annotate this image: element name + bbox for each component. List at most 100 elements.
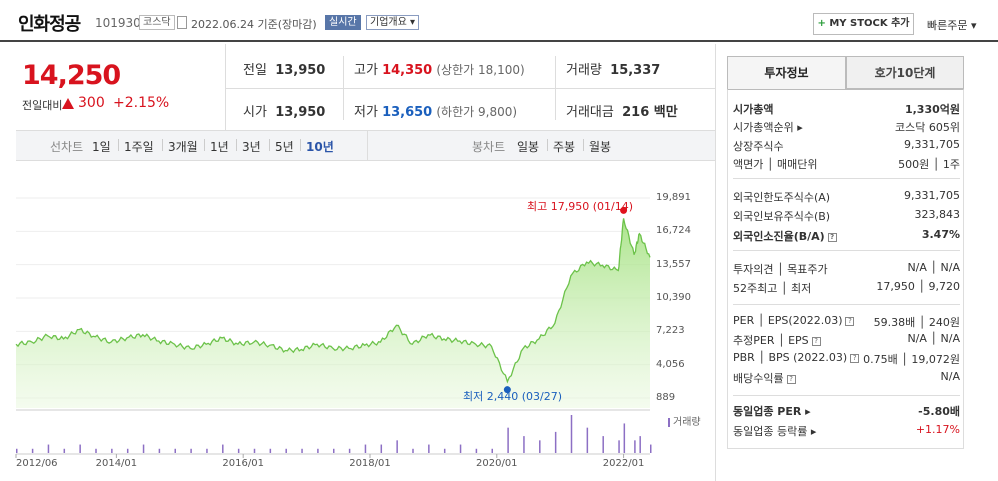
prev-close-value: 13,950 — [275, 63, 326, 78]
volume-bar — [586, 427, 589, 453]
tab-separator — [583, 139, 584, 151]
volume-bar — [31, 448, 34, 453]
divider — [733, 178, 960, 179]
price-area — [16, 218, 650, 408]
lower-limit: (하한가 9,800) — [436, 105, 518, 119]
upper-limit: (상한가 18,100) — [436, 63, 525, 77]
x-tick-label: 2020/01 — [476, 458, 518, 469]
divider — [733, 395, 960, 396]
y-tick-label: 889 — [656, 392, 676, 403]
low-label: 저가 — [354, 105, 378, 120]
info-key: 시가총액 — [733, 103, 774, 116]
period-tab-6[interactable]: 10년 — [306, 140, 334, 154]
info-value: 1,330억원 — [904, 103, 960, 116]
info-value: 59.38배 │ 240원 — [873, 316, 960, 329]
y-tick-label: 13,557 — [656, 258, 691, 270]
period-tab-0[interactable]: 1일 — [92, 140, 111, 154]
plus-icon: + — [817, 18, 826, 29]
volume-bar — [142, 444, 145, 453]
reference-date: 2022.06.24 기준(장마감) — [191, 18, 317, 31]
volume-bar — [174, 448, 176, 453]
volume-value: 15,337 — [610, 63, 661, 78]
info-key[interactable]: 동일업종 PER ▸ — [733, 405, 811, 418]
period-tab-2[interactable]: 3개월 — [168, 140, 198, 154]
tab-order-book[interactable]: 호가10단계 — [846, 56, 964, 89]
stock-code: 101930 — [95, 16, 141, 30]
volume-bar — [443, 448, 446, 453]
volume-bar — [634, 440, 636, 453]
info-key: 투자의견 │ 목표주가 — [733, 263, 828, 276]
mystock-label: MY STOCK 추가 — [829, 18, 910, 29]
quick-order-dropdown[interactable]: 빠른주문 ▾ — [927, 19, 977, 32]
open-value: 13,950 — [275, 105, 326, 120]
volume-legend: 거래량 — [668, 413, 701, 428]
prev-close-label: 전일 — [243, 63, 267, 78]
help-icon[interactable]: ? — [850, 353, 860, 363]
volume-bar — [301, 448, 303, 453]
info-key[interactable]: 동일업종 등락률 ▸ — [733, 425, 817, 438]
help-icon[interactable]: ? — [827, 232, 837, 242]
info-key: 액면가 │ 매매단위 — [733, 158, 818, 171]
mystock-add-button[interactable]: + MY STOCK 추가 — [813, 13, 914, 35]
candle-tab-0[interactable]: 일봉 — [517, 140, 540, 154]
min-label: 최저 2,440 (03/27) — [463, 390, 563, 403]
volume-bar — [348, 448, 351, 453]
volume-bar — [317, 448, 319, 453]
info-value: N/A │ N/A — [907, 332, 960, 345]
candle-tab-1[interactable]: 주봉 — [553, 140, 576, 154]
period-tab-4[interactable]: 3년 — [242, 140, 261, 154]
current-price: 14,250 — [22, 60, 121, 91]
period-tab-5[interactable]: 5년 — [275, 140, 294, 154]
period-tab-3[interactable]: 1년 — [210, 140, 229, 154]
help-icon[interactable]: ? — [811, 336, 821, 346]
price-change-pct: +2.15% — [113, 95, 170, 111]
x-tick-label: 2012/06 — [16, 458, 58, 469]
volume-bar — [491, 448, 493, 453]
stock-header — [0, 0, 998, 42]
info-key[interactable]: 시가총액순위 ▸ — [733, 121, 803, 134]
volume-bar — [63, 448, 66, 453]
info-value: 3.47% — [921, 228, 960, 241]
candle-tab-2[interactable]: 월봉 — [589, 140, 612, 154]
info-value: 9,331,705 — [904, 189, 960, 202]
volume-bar — [639, 436, 641, 453]
info-key: 외국인한도주식수(A) — [733, 191, 831, 204]
info-value: +1.17% — [915, 423, 960, 436]
tab-investment-info[interactable]: 투자정보 — [727, 56, 846, 89]
info-key: 추정PER │ EPS? — [733, 332, 821, 348]
realtime-badge[interactable]: 실시간 — [325, 15, 361, 30]
info-value: 17,950 │ 9,720 — [876, 280, 960, 293]
line-chart-label: 선차트 — [50, 140, 84, 154]
volume-bar — [126, 448, 129, 453]
help-icon[interactable]: ? — [786, 374, 796, 384]
prev-label: 전일대비 — [22, 99, 63, 112]
help-icon[interactable]: ? — [845, 316, 855, 326]
volume-bar — [618, 440, 620, 453]
info-key: PER │ EPS(2022.03)? — [733, 314, 855, 327]
volume-bar — [269, 448, 272, 453]
company-info-dropdown[interactable]: 기업개요 ▾ — [366, 15, 419, 30]
tab-separator — [236, 139, 237, 151]
info-key: 52주최고 │ 최저 — [733, 282, 812, 295]
volume-legend-swatch — [668, 417, 670, 427]
market-badge: 코스닥 — [139, 15, 175, 30]
volume-bar — [554, 431, 557, 453]
divider — [367, 131, 368, 160]
investment-info-panel — [727, 89, 964, 449]
x-tick-label: 2014/01 — [96, 458, 138, 469]
volume-bar — [111, 448, 113, 453]
volume-bar — [602, 436, 604, 453]
info-key: 외국인소진율(B/A)? — [733, 228, 837, 244]
volume-bar — [206, 448, 208, 453]
period-tab-1[interactable]: 1주일 — [124, 140, 154, 154]
info-value: 코스닥 605위 — [895, 121, 960, 134]
volume-bar — [237, 448, 240, 453]
tab-separator — [118, 139, 119, 151]
amount-label: 거래대금 — [566, 105, 614, 120]
x-tick-label: 2022/01 — [603, 458, 645, 469]
volume-bar — [507, 427, 509, 453]
price-change: 300 — [78, 95, 105, 111]
volume-bar — [158, 448, 161, 453]
high-label: 고가 — [354, 63, 378, 78]
info-key: PBR │ BPS (2022.03)? — [733, 351, 860, 364]
